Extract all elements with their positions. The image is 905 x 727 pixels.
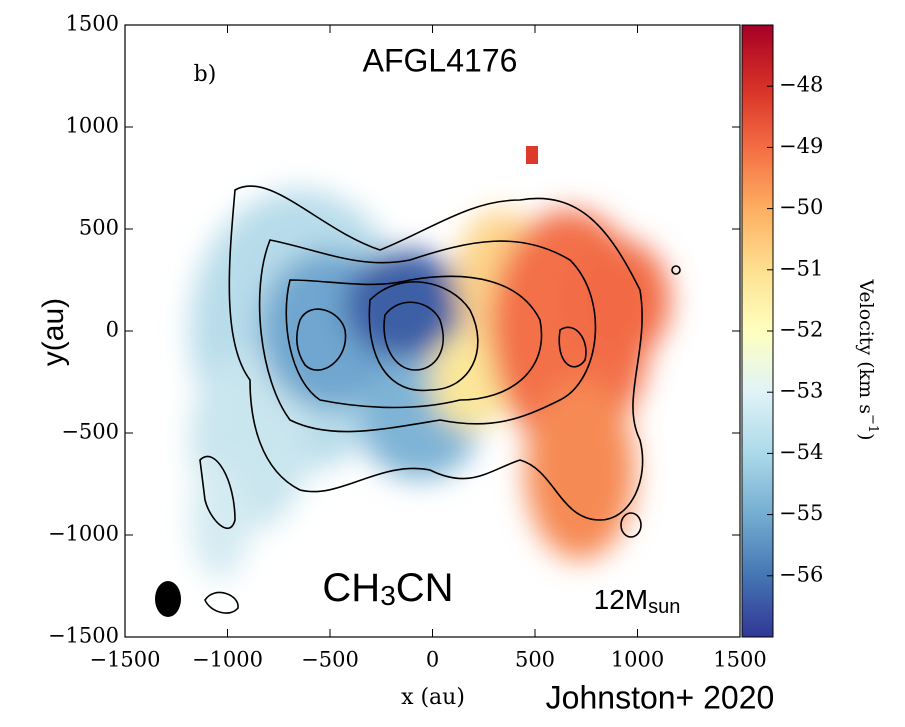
- colorbar-tick-label: −53: [779, 379, 823, 403]
- colorbar-label-part: ): [855, 433, 877, 440]
- y-tick-label: 0: [106, 318, 119, 342]
- x-axis-label: x (au): [401, 685, 465, 710]
- contours: [199, 185, 681, 614]
- beam: [155, 581, 181, 617]
- x-tick-label: −1500: [89, 648, 160, 672]
- panel-label: b): [194, 62, 217, 87]
- mass-part: 12M: [594, 584, 648, 615]
- mass-subscript: sun: [648, 596, 680, 618]
- x-tick-label: 1500: [713, 648, 766, 672]
- credit: Johnston+ 2020: [546, 679, 775, 715]
- molecule-subscript: 3: [380, 580, 396, 611]
- colorbar-tick-label: −51: [779, 256, 823, 280]
- colorbar-tick-label: −56: [779, 562, 823, 586]
- x-tick-label: 1000: [611, 648, 664, 672]
- x-tick-label: −500: [301, 648, 359, 672]
- x-tick-label: 500: [515, 648, 555, 672]
- colorbar-tick-label: −55: [779, 501, 823, 525]
- y-tick-label: 500: [79, 216, 119, 240]
- y-axis-label: y(au): [37, 298, 70, 366]
- y-tick-label: −500: [61, 420, 119, 444]
- map-emission: [190, 190, 670, 580]
- molecule-part: CN: [396, 566, 454, 610]
- colorbar-tick-label: −49: [779, 134, 823, 158]
- colorbar-tick-label: −50: [779, 195, 823, 219]
- chart-title: AFGL4176: [363, 42, 518, 78]
- colorbar-tick-label: −54: [779, 440, 823, 464]
- molecule-part: CH: [322, 566, 380, 610]
- colorbar-label: Velocity (km s−1): [855, 278, 881, 440]
- x-tick-label: −1000: [192, 648, 263, 672]
- map-pixel: [526, 146, 538, 164]
- colorbar-label-part: Velocity (km s: [855, 278, 877, 414]
- y-tick-label: 1500: [66, 12, 119, 36]
- molecule-label: CH3CN: [322, 566, 453, 612]
- y-tick-label: −1000: [48, 522, 119, 546]
- y-tick-label: −1500: [48, 624, 119, 648]
- mass-label: 12Msun: [594, 584, 681, 618]
- colorbar-tick-label: −48: [779, 73, 823, 97]
- colorbar-label-superscript: −1: [866, 414, 881, 433]
- velocity-map: [155, 146, 681, 617]
- colorbar-tick-label: −52: [779, 318, 823, 342]
- y-tick-label: 1000: [66, 114, 119, 138]
- x-tick-label: 0: [426, 648, 439, 672]
